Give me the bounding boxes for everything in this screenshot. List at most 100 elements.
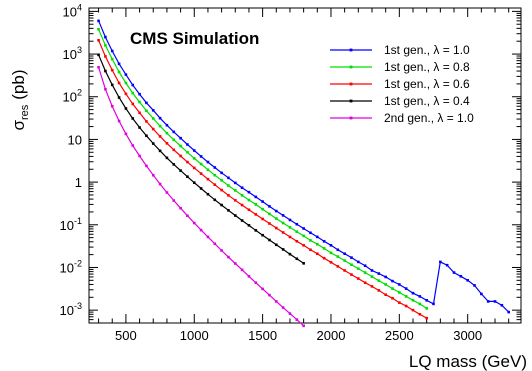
data-point <box>384 283 387 286</box>
data-point <box>357 260 360 264</box>
data-point <box>192 221 196 225</box>
data-point <box>343 269 346 272</box>
data-point <box>227 209 230 212</box>
data-point <box>104 87 107 91</box>
legend-label: 1st gen., λ = 0.8 <box>384 60 470 74</box>
data-point <box>220 203 223 207</box>
data-point <box>302 262 305 265</box>
data-point <box>274 226 278 230</box>
legend-entry-5: 2nd gen., λ = 1.0 <box>330 111 474 125</box>
x-tick-label: 500 <box>115 328 137 343</box>
data-point <box>138 154 141 158</box>
data-point <box>384 275 387 279</box>
data-point <box>336 265 340 268</box>
data-point <box>391 287 394 290</box>
data-point <box>220 188 223 192</box>
legend-label: 1st gen., λ = 0.6 <box>384 77 470 91</box>
data-point <box>192 181 196 184</box>
data-point <box>104 44 107 47</box>
data-point <box>377 279 381 282</box>
data-point <box>227 255 230 259</box>
data-point <box>439 260 442 264</box>
data-point <box>138 126 141 129</box>
y-axis-label-sub: res <box>19 104 31 120</box>
data-point <box>97 39 100 42</box>
data-point <box>316 235 319 239</box>
data-point <box>322 240 326 243</box>
data-point <box>281 248 285 251</box>
data-point <box>165 131 169 135</box>
data-point <box>281 231 285 234</box>
data-point <box>145 134 148 138</box>
y-tick-label: 10-1 <box>60 216 82 233</box>
series-4 <box>97 53 305 265</box>
data-point <box>158 135 162 138</box>
data-point <box>432 302 435 306</box>
data-point <box>213 166 217 169</box>
data-point <box>192 166 196 170</box>
data-point <box>336 248 340 252</box>
series-2 <box>97 28 428 310</box>
data-point <box>158 116 162 120</box>
data-point <box>268 205 271 208</box>
data-point <box>199 162 203 166</box>
data-point <box>295 230 299 233</box>
legend-label: 2nd gen., λ = 1.0 <box>384 111 474 125</box>
axes: 500 1000 1500 2000 2500 3000 10-3 10-2 10-1 1 10 10… <box>60 2 522 343</box>
data-point <box>199 228 203 232</box>
data-point <box>473 284 476 287</box>
data-point <box>206 168 210 172</box>
data-point <box>220 179 223 182</box>
data-point <box>418 295 422 298</box>
y-tick-label: 1 <box>75 175 82 190</box>
data-point <box>329 244 333 247</box>
data-point <box>268 293 271 297</box>
data-point <box>274 300 278 303</box>
data-point <box>247 208 251 212</box>
data-point <box>350 263 353 267</box>
data-point <box>254 229 258 232</box>
data-point <box>117 119 121 123</box>
legend-label: 1st gen., λ = 1.0 <box>384 43 470 57</box>
data-point <box>172 138 176 142</box>
data-point <box>281 306 285 309</box>
data-point <box>151 117 155 120</box>
series-3 <box>97 39 428 320</box>
data-point <box>493 300 497 303</box>
data-point <box>404 295 408 298</box>
data-point <box>233 198 237 202</box>
data-point <box>165 156 169 160</box>
legend-entry-2: 1st gen., λ = 0.8 <box>330 60 470 74</box>
data-point <box>206 177 210 181</box>
data-point <box>97 65 100 69</box>
data-point <box>247 224 251 227</box>
x-tick-label: 1500 <box>248 328 277 343</box>
data-point <box>172 163 176 166</box>
data-point <box>288 252 292 256</box>
data-point <box>233 262 237 265</box>
data-point <box>192 157 196 160</box>
legend-marker <box>349 99 353 103</box>
data-point <box>110 68 114 72</box>
data-point <box>261 287 264 291</box>
data-point <box>274 209 278 213</box>
data-point <box>425 316 428 320</box>
data-point <box>117 70 121 74</box>
data-point <box>124 73 128 76</box>
data-point <box>350 256 353 259</box>
data-point <box>97 28 100 31</box>
data-point <box>186 150 189 154</box>
data-point <box>165 191 169 194</box>
data-point <box>158 149 162 153</box>
data-point <box>254 213 258 216</box>
data-point <box>350 273 353 276</box>
data-point <box>425 299 428 302</box>
data-point <box>418 302 422 306</box>
data-point <box>480 292 483 296</box>
data-point <box>370 285 374 288</box>
x-tick-label: 1000 <box>180 328 209 343</box>
y-tick-label: 102 <box>63 88 82 105</box>
data-point <box>302 324 305 328</box>
data-point <box>302 227 305 230</box>
